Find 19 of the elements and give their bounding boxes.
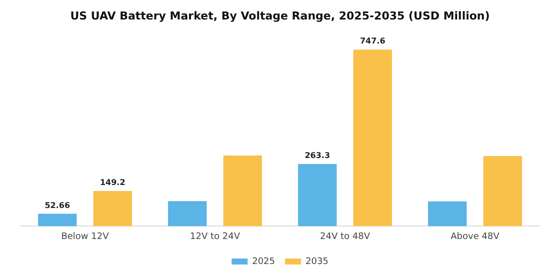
data-label: 263.3 [304, 151, 330, 160]
x-tick-label: 24V to 48V [320, 232, 371, 242]
data-label: 149.2 [100, 178, 126, 188]
legend-label: 2025 [252, 256, 275, 267]
data-label: 52.66 [44, 200, 70, 210]
x-tick-label: 12V to 24V [190, 232, 241, 242]
bar [353, 50, 392, 226]
bar [223, 156, 262, 226]
bar [168, 201, 207, 226]
bar [483, 156, 522, 226]
bar [93, 190, 132, 226]
bar [298, 164, 337, 226]
legend-label: 2035 [306, 256, 328, 267]
data-label: 747.6 [360, 36, 386, 46]
x-tick-label: Below 12V [61, 232, 110, 242]
bar [428, 201, 467, 226]
chart-title: US UAV Battery Market, By Voltage Range, 2025-2035 (USD Million) [70, 9, 490, 22]
bar [38, 214, 77, 226]
x-tick-label: Above 48V [450, 232, 500, 242]
